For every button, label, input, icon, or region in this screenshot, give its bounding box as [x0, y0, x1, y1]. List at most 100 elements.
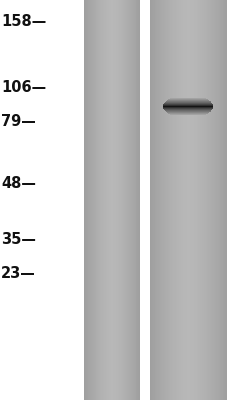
Bar: [183, 0, 184, 400]
Bar: [133, 0, 134, 400]
Bar: [206, 0, 207, 400]
Bar: [200, 0, 201, 400]
Bar: [113, 0, 114, 400]
Bar: [217, 0, 218, 400]
Text: 106—: 106—: [1, 80, 46, 96]
Bar: [117, 0, 118, 400]
Bar: [121, 0, 122, 400]
Text: 48—: 48—: [1, 176, 36, 192]
Text: 35—: 35—: [1, 232, 36, 248]
Bar: [198, 0, 200, 400]
Bar: [224, 0, 226, 400]
Bar: [205, 0, 206, 400]
Bar: [124, 0, 125, 400]
Bar: [118, 0, 119, 400]
Bar: [132, 0, 133, 400]
Bar: [85, 0, 86, 400]
Bar: [136, 0, 137, 400]
Bar: [100, 0, 101, 400]
Bar: [197, 0, 198, 400]
Bar: [184, 0, 185, 400]
Bar: [120, 0, 121, 400]
Bar: [94, 0, 95, 400]
Bar: [178, 0, 179, 400]
Bar: [210, 0, 211, 400]
Bar: [162, 0, 163, 400]
Bar: [223, 0, 224, 400]
Text: 23—: 23—: [1, 266, 36, 282]
Bar: [134, 0, 135, 400]
Bar: [138, 0, 139, 400]
Bar: [99, 0, 100, 400]
Bar: [215, 0, 217, 400]
Bar: [88, 0, 89, 400]
Bar: [87, 0, 88, 400]
Bar: [196, 0, 197, 400]
Bar: [137, 0, 138, 400]
Bar: [131, 0, 132, 400]
Bar: [98, 0, 99, 400]
Bar: [185, 0, 187, 400]
Bar: [150, 0, 151, 400]
Bar: [164, 0, 166, 400]
Bar: [93, 0, 94, 400]
Bar: [180, 0, 181, 400]
Bar: [115, 0, 116, 400]
Bar: [153, 0, 154, 400]
Bar: [108, 0, 109, 400]
Bar: [139, 0, 140, 400]
Bar: [155, 0, 157, 400]
Bar: [114, 0, 115, 400]
Bar: [160, 0, 162, 400]
Bar: [95, 0, 96, 400]
Bar: [144, 0, 150, 400]
Bar: [188, 0, 189, 400]
Text: 158—: 158—: [1, 14, 46, 30]
Bar: [96, 0, 97, 400]
Bar: [110, 0, 111, 400]
Bar: [101, 0, 102, 400]
Text: 79—: 79—: [1, 114, 36, 130]
Bar: [181, 0, 183, 400]
Bar: [116, 0, 117, 400]
Bar: [157, 0, 158, 400]
Bar: [119, 0, 120, 400]
Bar: [176, 0, 178, 400]
Bar: [220, 0, 222, 400]
Bar: [89, 0, 90, 400]
Bar: [207, 0, 209, 400]
Bar: [112, 0, 113, 400]
Bar: [151, 0, 153, 400]
Bar: [105, 0, 106, 400]
Bar: [172, 0, 173, 400]
Bar: [158, 0, 159, 400]
Bar: [167, 0, 168, 400]
Bar: [130, 0, 131, 400]
Bar: [163, 0, 164, 400]
Bar: [175, 0, 176, 400]
Bar: [213, 0, 214, 400]
Bar: [111, 0, 112, 400]
Bar: [189, 0, 190, 400]
Bar: [84, 0, 85, 400]
Bar: [127, 0, 128, 400]
Bar: [192, 0, 193, 400]
Bar: [202, 0, 204, 400]
Bar: [122, 0, 123, 400]
Bar: [129, 0, 130, 400]
Bar: [193, 0, 194, 400]
Bar: [171, 0, 172, 400]
Bar: [222, 0, 223, 400]
Bar: [214, 0, 215, 400]
Bar: [209, 0, 210, 400]
Bar: [106, 0, 107, 400]
Bar: [149, 0, 150, 400]
Bar: [154, 0, 155, 400]
Bar: [123, 0, 124, 400]
Bar: [168, 0, 170, 400]
Bar: [128, 0, 129, 400]
Bar: [86, 0, 87, 400]
Bar: [103, 0, 104, 400]
Bar: [201, 0, 202, 400]
Bar: [126, 0, 127, 400]
